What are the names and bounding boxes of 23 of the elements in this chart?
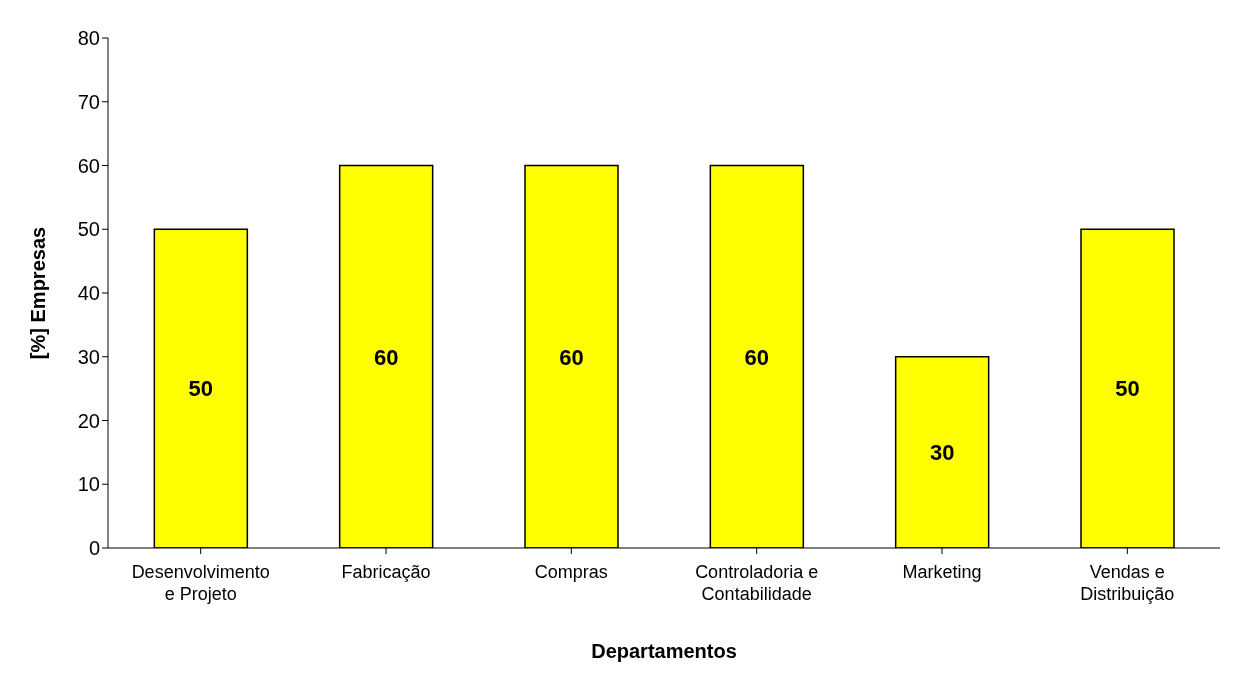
y-tick-label: 20 [77, 409, 100, 432]
y-tick-label: 50 [77, 218, 100, 241]
y-tick-label: 80 [77, 27, 100, 50]
data-label: 50 [1115, 376, 1140, 402]
x-tick-label: Desenvolvimento e Projeto [131, 562, 270, 604]
y-tick-label: 0 [88, 537, 100, 560]
x-tick-label: Compras [534, 562, 608, 582]
data-label: 60 [373, 344, 399, 370]
data-label: 30 [929, 440, 955, 466]
y-tick-label: 70 [77, 90, 100, 113]
x-axis-title: Departamentos [591, 640, 737, 662]
x-tick-label: Fabricação [341, 562, 431, 582]
data-label: 60 [744, 344, 770, 370]
x-tick-label: Marketing [902, 562, 982, 582]
data-label: 60 [559, 344, 584, 370]
y-axis-title: [%] Empresas [27, 226, 50, 360]
y-tick-label: 60 [77, 154, 100, 177]
data-label: 50 [188, 376, 214, 402]
y-tick-label: 30 [77, 345, 100, 368]
x-tick-label: Controladoria e Contabilidade [695, 562, 819, 604]
y-tick-label: 10 [77, 473, 100, 496]
y-tick-label: 40 [77, 282, 100, 305]
x-tick-label: Vendas e Distribuição [1080, 562, 1175, 604]
